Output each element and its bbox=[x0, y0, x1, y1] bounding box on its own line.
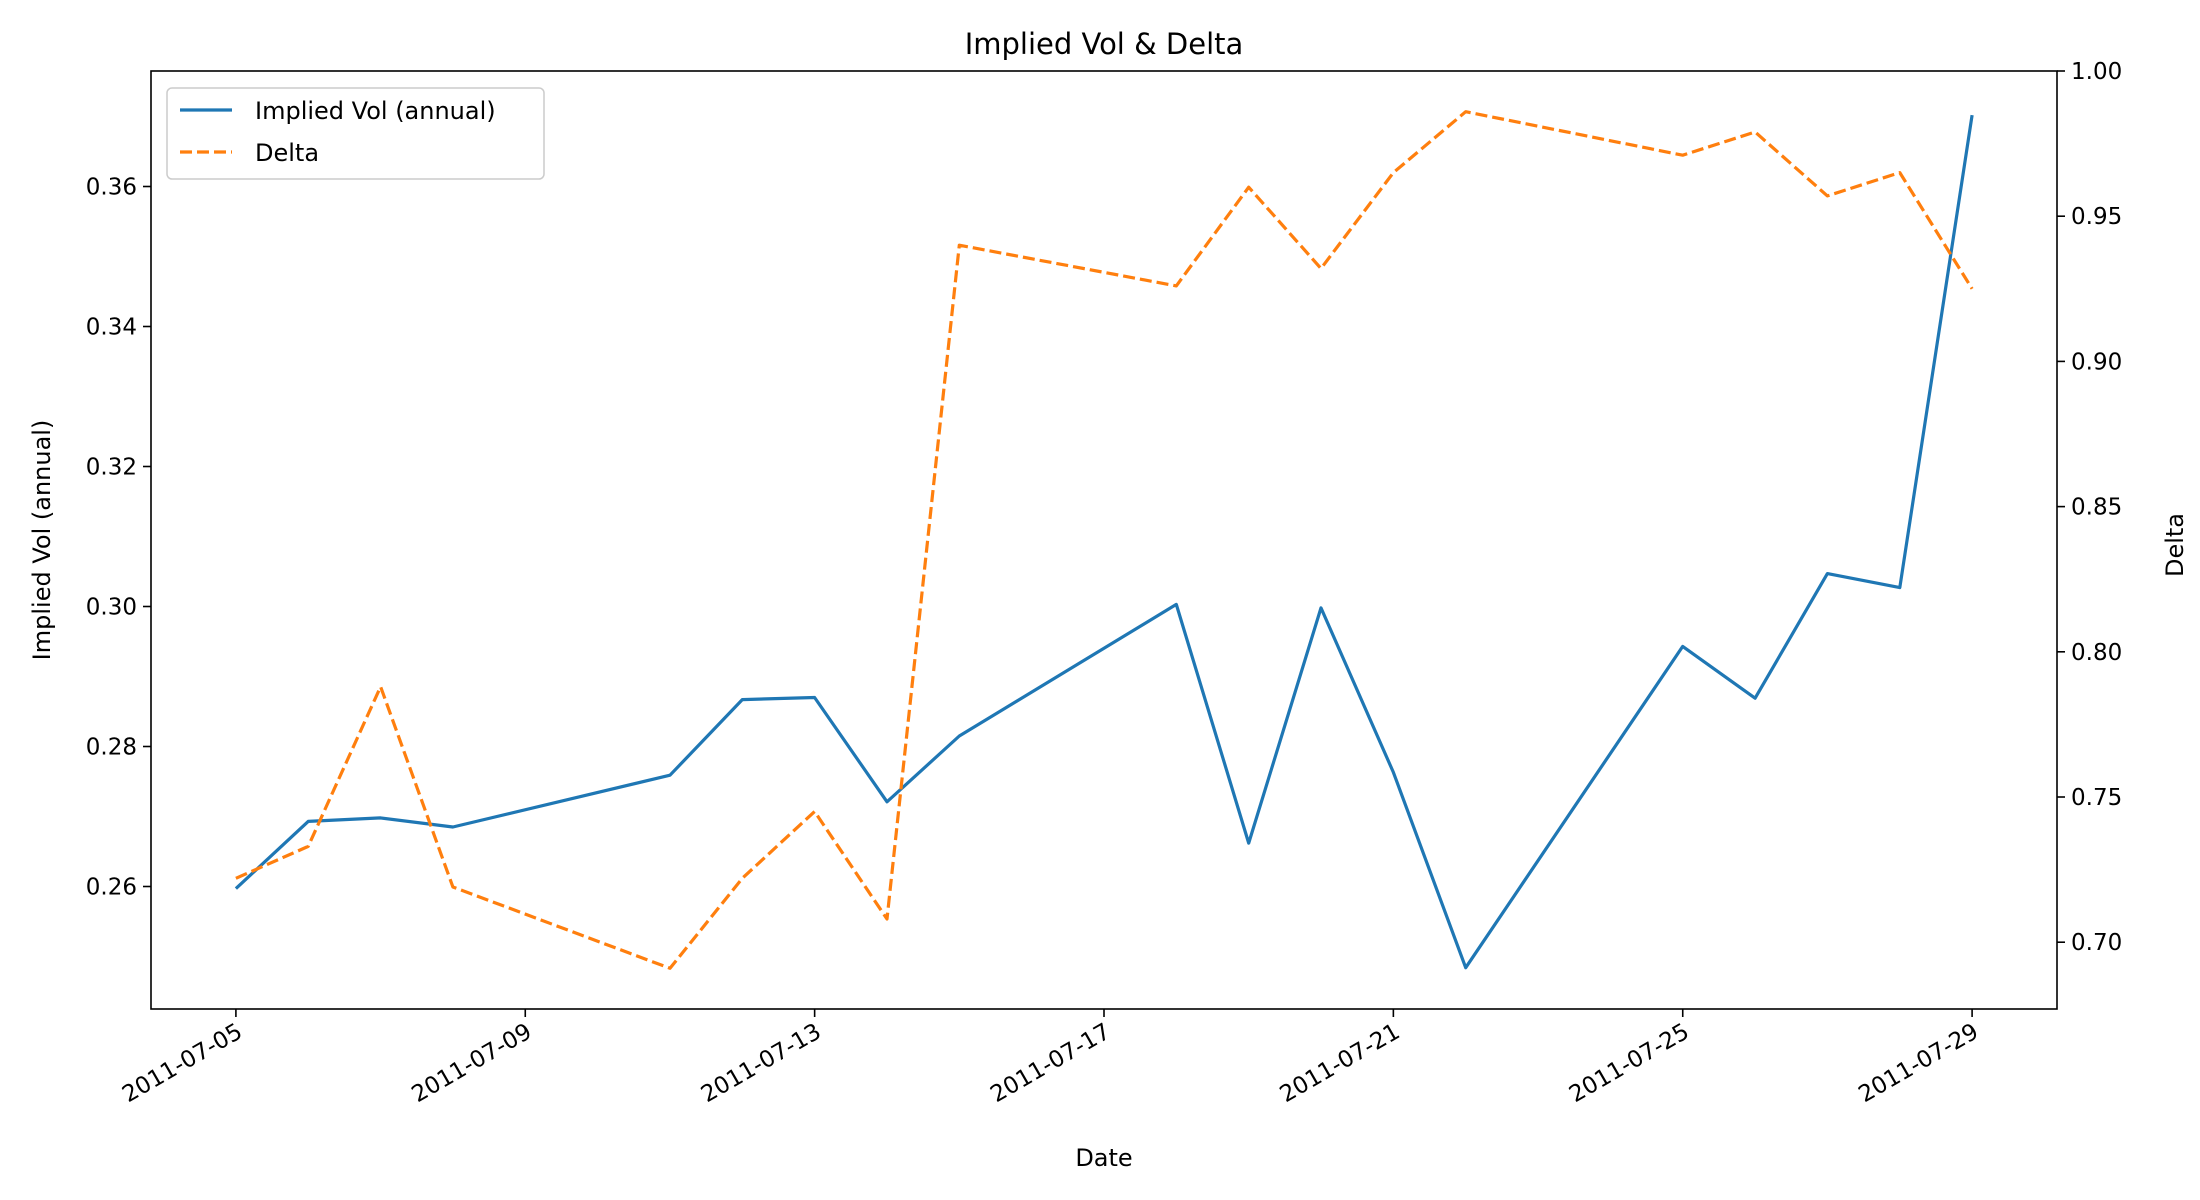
data-point-implied-vol bbox=[1319, 606, 1323, 610]
y-right-tick-label: 0.70 bbox=[2071, 930, 2122, 956]
data-point-delta bbox=[668, 966, 672, 970]
data-point-delta bbox=[1825, 194, 1829, 198]
y-left-tick-label: 0.36 bbox=[86, 175, 137, 201]
y-axis-right: 0.70 0.75 0.80 0.85 0.90 0.95 1.00 bbox=[2057, 59, 2122, 956]
data-point-delta bbox=[451, 885, 455, 889]
y-right-tick-label: 0.95 bbox=[2071, 204, 2122, 230]
data-point-delta bbox=[1174, 284, 1178, 288]
legend-label-delta: Delta bbox=[255, 139, 319, 167]
x-axis-label: Date bbox=[1075, 1144, 1132, 1172]
y-right-tick-label: 1.00 bbox=[2071, 59, 2122, 85]
data-point-implied-vol bbox=[1681, 644, 1685, 648]
y-right-tick-label: 0.80 bbox=[2071, 640, 2122, 666]
legend-box bbox=[166, 87, 545, 180]
data-point-implied-vol bbox=[451, 825, 455, 829]
data-point-implied-vol bbox=[1970, 113, 1974, 117]
y-left-tick-label: 0.34 bbox=[86, 315, 137, 341]
data-point-delta bbox=[1970, 287, 1974, 291]
data-point-delta bbox=[1681, 153, 1685, 157]
data-point-delta bbox=[1464, 110, 1468, 114]
data-point-delta bbox=[1247, 185, 1251, 189]
y-axis-left: 0.26 0.28 0.30 0.32 0.34 0.36 bbox=[86, 175, 151, 901]
y-axis-left-label: Implied Vol (annual) bbox=[28, 420, 56, 661]
data-point-implied-vol bbox=[740, 698, 744, 702]
data-point-implied-vol bbox=[885, 800, 889, 804]
data-point-implied-vol bbox=[668, 773, 672, 777]
y-right-tick-label: 0.85 bbox=[2071, 495, 2122, 521]
data-point-implied-vol bbox=[379, 816, 383, 820]
data-point-implied-vol bbox=[957, 734, 961, 738]
chart-title: Implied Vol & Delta bbox=[965, 27, 1244, 61]
data-point-delta bbox=[1391, 171, 1395, 175]
y-left-tick-label: 0.26 bbox=[86, 875, 137, 901]
y-right-tick-label: 0.75 bbox=[2071, 785, 2122, 811]
data-point-implied-vol bbox=[1247, 841, 1251, 845]
data-point-delta bbox=[885, 917, 889, 921]
data-point-delta bbox=[306, 844, 310, 848]
data-point-delta bbox=[379, 685, 383, 689]
data-point-implied-vol bbox=[306, 819, 310, 823]
y-right-tick-label: 0.90 bbox=[2071, 349, 2122, 375]
data-point-delta bbox=[234, 876, 238, 880]
data-point-delta bbox=[1753, 130, 1757, 134]
data-point-delta bbox=[957, 243, 961, 247]
y-left-tick-label: 0.30 bbox=[86, 595, 137, 621]
series-line-delta bbox=[235, 110, 1974, 970]
y-axis-right-label: Delta bbox=[2161, 513, 2189, 577]
data-point-implied-vol bbox=[1898, 586, 1902, 590]
data-point-delta bbox=[1898, 171, 1902, 175]
series-layer bbox=[234, 110, 1974, 970]
data-point-implied-vol bbox=[813, 696, 817, 700]
data-point-implied-vol bbox=[1391, 770, 1395, 774]
legend-label-implied-vol: Implied Vol (annual) bbox=[255, 97, 496, 125]
data-point-implied-vol bbox=[1753, 696, 1757, 700]
data-point-implied-vol bbox=[1825, 572, 1829, 576]
data-point-implied-vol bbox=[1464, 966, 1468, 970]
y-left-tick-label: 0.32 bbox=[86, 455, 137, 481]
data-point-delta bbox=[813, 810, 817, 814]
series-line-implied-vol bbox=[234, 114, 1974, 970]
data-point-delta bbox=[1319, 267, 1323, 271]
data-point-delta bbox=[740, 876, 744, 880]
data-point-implied-vol bbox=[1174, 602, 1178, 606]
legend: Implied Vol (annual) Delta bbox=[166, 87, 545, 180]
y-left-tick-label: 0.28 bbox=[86, 735, 137, 761]
data-point-implied-vol bbox=[234, 887, 238, 891]
